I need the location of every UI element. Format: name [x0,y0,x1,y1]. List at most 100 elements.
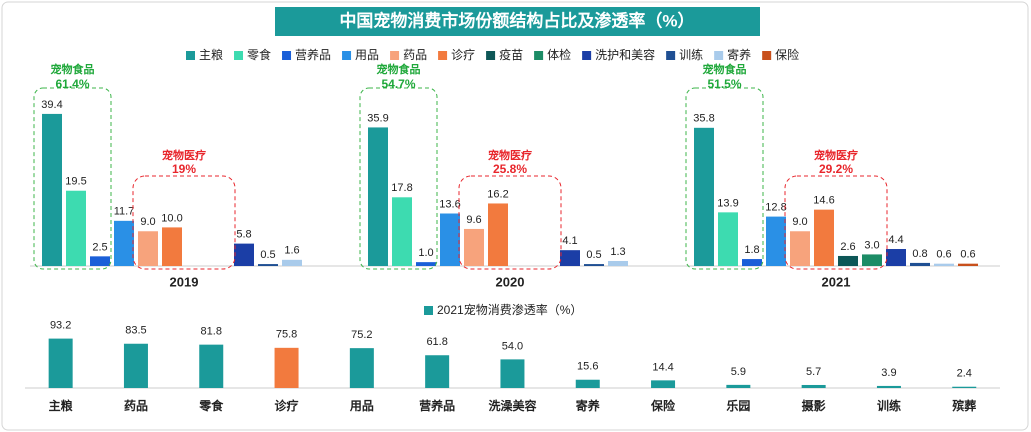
medical-value: 19% [172,162,196,176]
bar [162,227,182,266]
legend-swatch [714,51,724,60]
value-label: 4.4 [888,234,903,246]
x-tick-label: 保险 [650,398,676,413]
legend-swatch [486,51,496,60]
legend-label: 诊疗 [451,48,475,62]
bar [886,249,906,266]
value-label: 0.6 [936,249,951,261]
x-tick-label: 洗澡美容 [488,398,536,413]
value-label: 0.8 [912,248,927,260]
food-label: 宠物食品 [703,62,747,76]
value-label: 0.6 [960,249,975,261]
legend-label: 寄养 [727,47,751,62]
bar [138,231,158,266]
bar [66,190,86,266]
legend-label: 体检 [547,47,571,62]
value-label: 1.3 [610,246,625,258]
legend-label: 疫苗 [499,47,523,62]
bar [766,216,786,266]
bar [234,243,254,266]
legend-label: 零食 [247,47,271,62]
medical-label: 宠物医疗 [162,148,206,162]
x-tick-label: 乐园 [726,398,750,413]
title-banner [275,7,760,36]
bar [282,259,302,266]
bar [862,254,882,266]
bar [876,385,901,388]
legend-swatch [666,51,676,60]
food-value: 51.5% [707,77,741,91]
bar [90,256,110,266]
medical-value: 29.2% [819,162,853,176]
legend-label: 药品 [403,48,427,62]
legend-label: 训练 [679,47,703,62]
value-label: 10.0 [161,212,182,224]
value-label: 17.8 [391,182,412,194]
value-label: 75.2 [351,329,372,341]
value-label: 3.9 [881,367,896,379]
bar [199,344,224,388]
legend-swatch [762,51,772,60]
legend-label: 洗护和美容 [595,47,655,62]
x-tick-label: 2021 [822,274,851,289]
x-tick-label: 零食 [198,398,224,413]
legend-swatch [342,51,352,60]
food-box [33,87,112,270]
x-tick-label: 2019 [170,274,199,289]
bar [958,263,978,266]
bar [500,359,525,388]
value-label: 35.9 [367,112,388,124]
bar [258,264,278,266]
bar [392,197,412,266]
x-tick-label: 主粮 [49,398,73,413]
food-label: 宠物食品 [377,62,421,76]
value-label: 14.6 [813,195,834,207]
bar [838,255,858,266]
legend-swatch [424,306,433,315]
bar [425,355,450,388]
bar [349,348,374,388]
legend-swatch [186,51,195,60]
legend-swatch [282,51,292,60]
bar [742,259,762,266]
food-box [359,87,438,270]
value-label: 2.6 [840,241,855,253]
x-tick-label: 药品 [124,398,148,413]
x-tick-label: 寄养 [576,398,600,413]
legend-swatch [390,51,400,60]
value-label: 2.4 [957,368,972,380]
value-label: 0.5 [586,249,601,261]
medical-box [458,175,562,270]
bar [440,213,460,266]
bar [464,228,484,266]
value-label: 35.8 [693,113,714,125]
value-label: 75.8 [276,329,297,341]
bar [114,220,134,266]
value-label: 5.7 [806,366,821,378]
value-label: 19.5 [65,176,86,188]
value-label: 11.7 [114,206,135,218]
bar [718,212,738,266]
legend-swatch [234,51,244,60]
x-tick-label: 诊疗 [275,398,299,413]
food-value: 61.4% [55,77,89,91]
value-label: 5.9 [731,366,746,378]
bar [274,347,299,388]
value-label: 1.8 [744,244,759,256]
medical-box [132,175,236,270]
bar [694,127,714,266]
value-label: 9.0 [140,216,155,228]
bar [608,260,628,266]
bar [416,262,436,266]
legend-swatch [582,51,592,60]
medical-value: 25.8% [493,162,527,176]
value-label: 9.0 [792,216,807,228]
legend-label: 2021宠物消费渗透率（%） [437,302,582,317]
value-label: 1.6 [284,245,299,257]
legend-swatch [534,51,544,60]
value-label: 2.5 [92,241,107,253]
food-label: 宠物食品 [51,62,95,76]
x-tick-label: 摄影 [802,398,826,413]
